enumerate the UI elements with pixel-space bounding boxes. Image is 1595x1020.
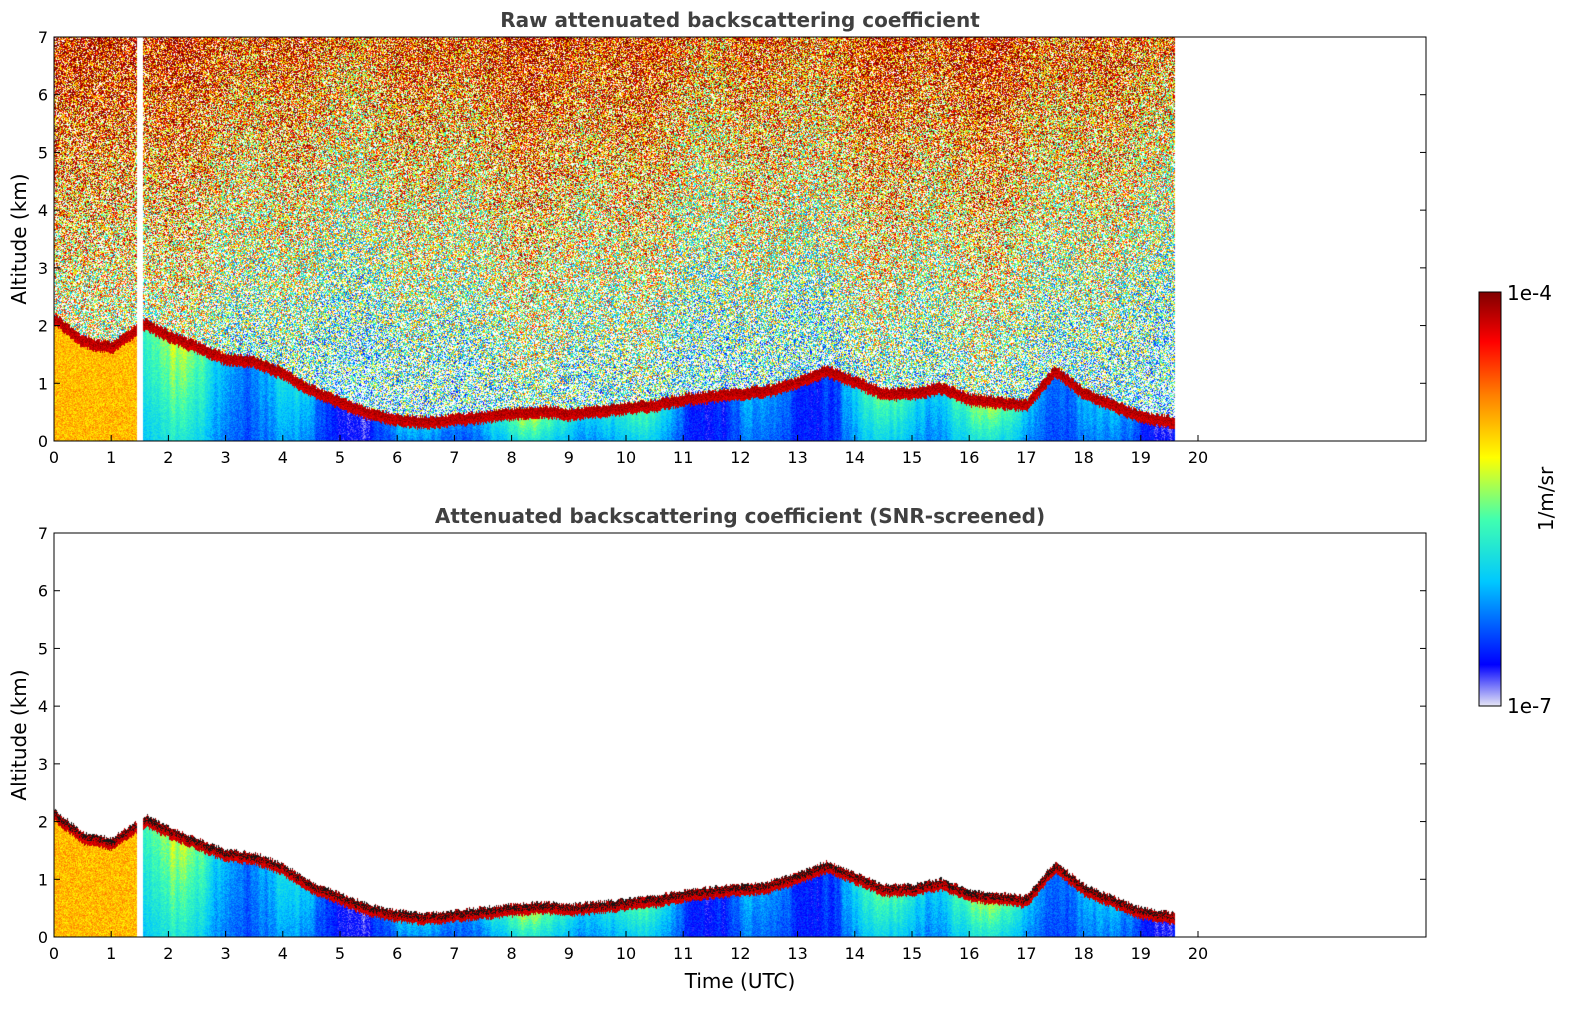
screened-backscatter-panel: Attenuated backscattering coefficient (S…: [7, 504, 1427, 993]
x-tick-label: 16: [959, 944, 979, 963]
x-tick-label: 3: [221, 944, 231, 963]
y-tick-label: 7: [38, 524, 48, 543]
y-tick-label: 3: [38, 259, 48, 278]
x-tick-label: 8: [507, 448, 517, 467]
x-tick-label: 1: [106, 944, 116, 963]
x-tick-label: 2: [163, 448, 173, 467]
x-tick-label: 11: [673, 944, 693, 963]
x-tick-label: 3: [221, 448, 231, 467]
x-tick-label: 10: [616, 448, 636, 467]
x-tick-label: 11: [673, 448, 693, 467]
y-tick-label: 6: [38, 86, 48, 105]
raw-backscatter-heatmap: [54, 37, 1426, 441]
y-tick-label: 4: [38, 697, 48, 716]
colorbar-min-label: 1e-7: [1507, 694, 1552, 718]
x-tick-label: 19: [1131, 944, 1151, 963]
x-tick-label: 4: [278, 448, 288, 467]
x-tick-label: 18: [1073, 448, 1093, 467]
x-tick-label: 15: [902, 944, 922, 963]
x-tick-label: 13: [787, 944, 807, 963]
colorbar: 1e-4 1e-7 1/m/sr: [1478, 281, 1558, 718]
y-tick-label: 3: [38, 755, 48, 774]
x-tick-label: 5: [335, 448, 345, 467]
x-tick-label: 8: [507, 944, 517, 963]
raw-backscatter-panel: Raw attenuated backscattering coefficien…: [7, 8, 1427, 467]
x-tick-label: 20: [1188, 448, 1208, 467]
screened-backscatter-heatmap: [54, 533, 1426, 937]
colorbar-max-label: 1e-4: [1507, 281, 1552, 305]
x-tick-label: 20: [1188, 944, 1208, 963]
x-tick-label: 15: [902, 448, 922, 467]
x-tick-label: 4: [278, 944, 288, 963]
x-tick-label: 6: [392, 448, 402, 467]
x-tick-label: 17: [1016, 944, 1036, 963]
x-tick-label: 7: [449, 448, 459, 467]
x-tick-label: 12: [730, 448, 750, 467]
time-xlabel: Time (UTC): [684, 969, 796, 993]
x-tick-label: 7: [449, 944, 459, 963]
x-tick-label: 17: [1016, 448, 1036, 467]
raw-backscatter-ylabel: Altitude (km): [7, 173, 31, 304]
screened-backscatter-title: Attenuated backscattering coefficient (S…: [435, 504, 1045, 528]
x-tick-label: 18: [1073, 944, 1093, 963]
x-tick-label: 14: [845, 944, 865, 963]
raw-backscatter-title: Raw attenuated backscattering coefficien…: [500, 8, 980, 32]
x-tick-label: 2: [163, 944, 173, 963]
x-tick-label: 16: [959, 448, 979, 467]
y-tick-label: 4: [38, 201, 48, 220]
x-tick-label: 9: [564, 448, 574, 467]
y-tick-label: 6: [38, 582, 48, 601]
y-tick-label: 0: [38, 432, 48, 451]
x-tick-label: 14: [845, 448, 865, 467]
y-tick-label: 7: [38, 28, 48, 47]
x-tick-label: 13: [787, 448, 807, 467]
y-tick-label: 2: [38, 317, 48, 336]
x-tick-label: 19: [1131, 448, 1151, 467]
y-tick-label: 0: [38, 928, 48, 947]
y-tick-label: 1: [38, 870, 48, 889]
colorbar-unit-label: 1/m/sr: [1534, 466, 1558, 531]
x-tick-label: 0: [49, 448, 59, 467]
x-tick-label: 0: [49, 944, 59, 963]
x-tick-label: 6: [392, 944, 402, 963]
y-tick-label: 2: [38, 813, 48, 832]
y-tick-label: 1: [38, 374, 48, 393]
x-tick-label: 1: [106, 448, 116, 467]
x-tick-label: 10: [616, 944, 636, 963]
screened-backscatter-ylabel: Altitude (km): [7, 669, 31, 800]
colorbar-gradient-bar: [1478, 291, 1502, 707]
y-tick-label: 5: [38, 143, 48, 162]
x-tick-label: 9: [564, 944, 574, 963]
x-tick-label: 12: [730, 944, 750, 963]
y-tick-label: 5: [38, 639, 48, 658]
x-tick-label: 5: [335, 944, 345, 963]
